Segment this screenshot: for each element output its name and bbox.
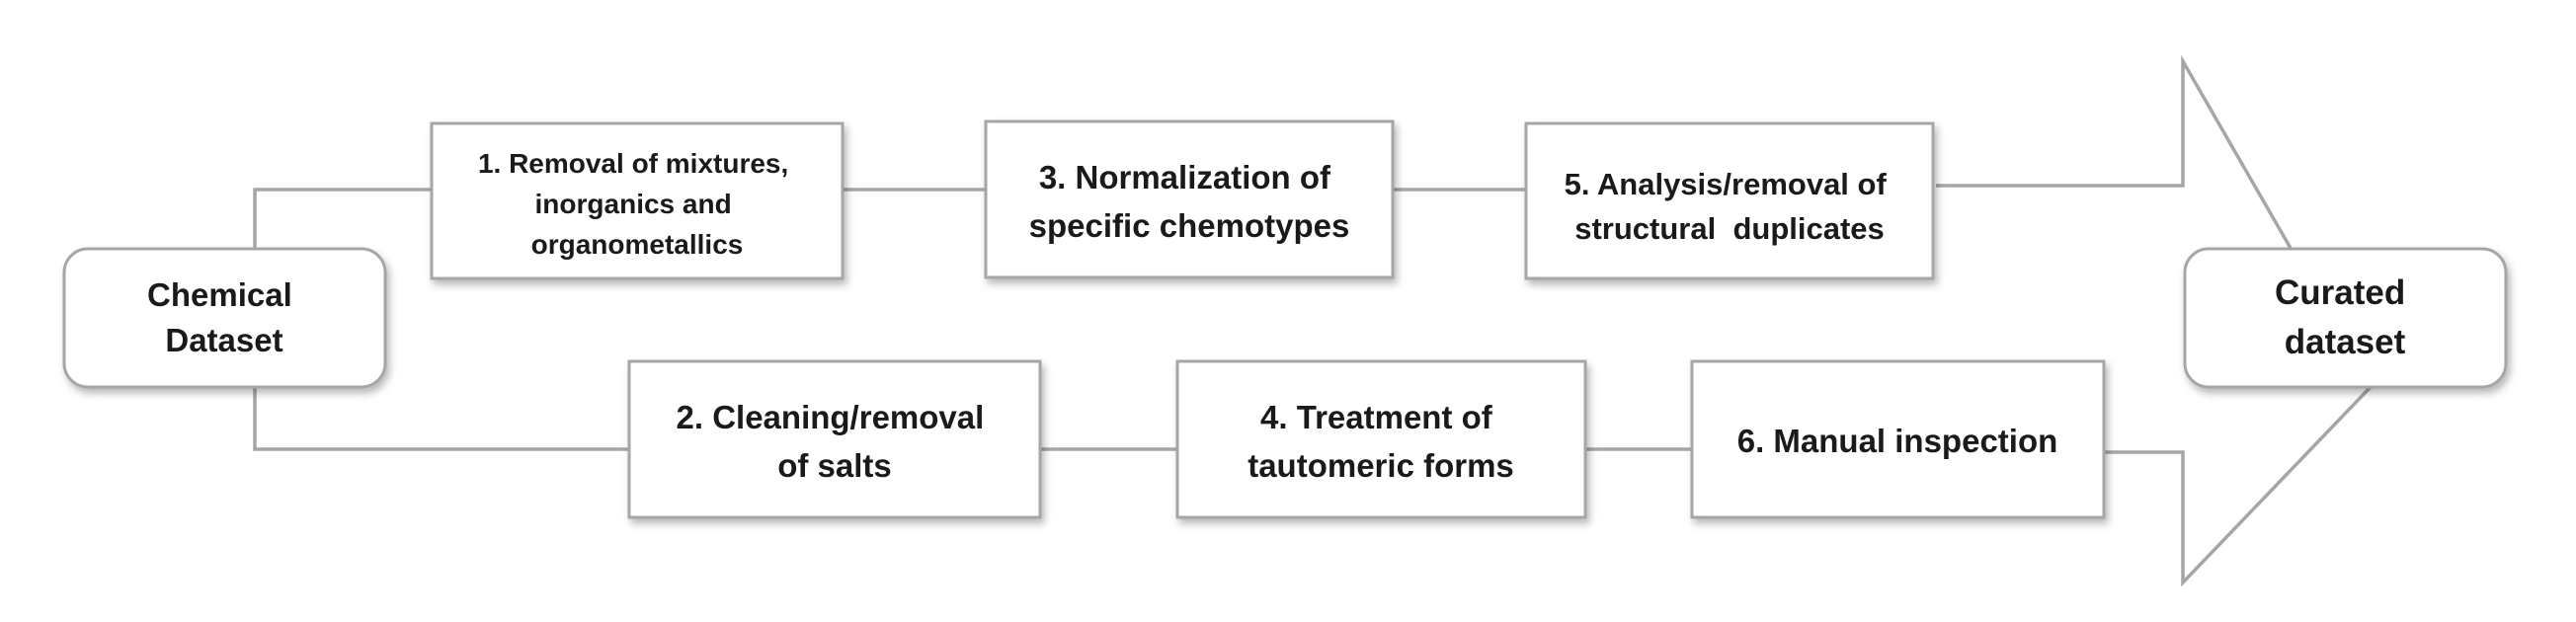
connector-start-to-bottom-row	[253, 387, 629, 451]
step-4-label-line2: tautomeric forms	[1248, 447, 1514, 484]
step-4-tautomeric-forms: 4. Treatment of tautomeric forms	[1175, 359, 1587, 519]
step-5-label-line1: 5. Analysis/removal of	[1565, 167, 1888, 201]
end-node-curated-dataset: Curated dataset	[2183, 247, 2508, 389]
svg-text:5. Analysis/removal of s: 5. Analysis/removal of structural duplic…	[1565, 167, 1895, 246]
end-node-label-line2: dataset	[2285, 323, 2406, 361]
start-node-chemical-dataset: Chemical Dataset	[62, 247, 387, 389]
step-2-label-line2: of salts	[777, 447, 892, 484]
connector-lines	[253, 188, 1692, 451]
step-5-label-line2: structural duplicates	[1574, 211, 1885, 246]
start-node-label-line1: Chemical	[147, 276, 292, 313]
end-node-box	[2183, 247, 2508, 389]
svg-text:6. Manual inspection: 6. Manual inspection	[1737, 423, 2058, 459]
step-4-label-line1: 4. Treatment of	[1260, 399, 1493, 435]
connector-start-to-top-row	[253, 188, 432, 249]
step-2-cleaning-removal-salts: 2. Cleaning/removal of salts	[627, 359, 1042, 519]
svg-text:1. Removal of mixtures,: 1. Removal of mixtures, inorganics and o…	[478, 148, 796, 260]
start-node-label-line2: Dataset	[165, 322, 282, 358]
step-5-analysis-removal-duplicates: 5. Analysis/removal of structural duplic…	[1524, 121, 1935, 280]
step-6-label-line1: 6. Manual inspection	[1737, 423, 2058, 459]
step-3-label-line1: 3. Normalization of	[1039, 159, 1331, 195]
step-1-label-line3: organometallics	[531, 229, 744, 260]
svg-text:Curated dataset: Curated dataset	[2275, 273, 2415, 361]
end-node-label-line1: Curated	[2275, 273, 2405, 312]
svg-text:3. Normalization of spec: 3. Normalization of specific chemotypes	[1029, 159, 1350, 244]
step-1-label-line2: inorganics and	[535, 189, 732, 219]
step-1-label-line1: 1. Removal of mixtures,	[478, 148, 788, 179]
svg-text:2. Cleaning/removal of s: 2. Cleaning/removal of salts	[677, 399, 994, 484]
start-node-box	[62, 247, 387, 389]
step-1-box	[430, 121, 845, 280]
svg-text:4. Treatment of tautomer: 4. Treatment of tautomeric forms	[1248, 399, 1514, 484]
step-6-box	[1690, 359, 2106, 519]
step-6-manual-inspection: 6. Manual inspection	[1690, 359, 2106, 519]
svg-text:Chemical Dataset: Chemical Dataset	[147, 276, 301, 358]
step-3-box	[984, 119, 1395, 279]
step-1-removal-of-mixtures: 1. Removal of mixtures, inorganics and o…	[430, 121, 845, 280]
step-4-box	[1175, 359, 1587, 519]
step-3-normalization: 3. Normalization of specific chemotypes	[984, 119, 1395, 279]
step-2-box	[627, 359, 1042, 519]
step-5-box	[1524, 121, 1935, 280]
step-3-label-line2: specific chemotypes	[1029, 207, 1350, 244]
step-2-label-line1: 2. Cleaning/removal	[677, 399, 985, 435]
